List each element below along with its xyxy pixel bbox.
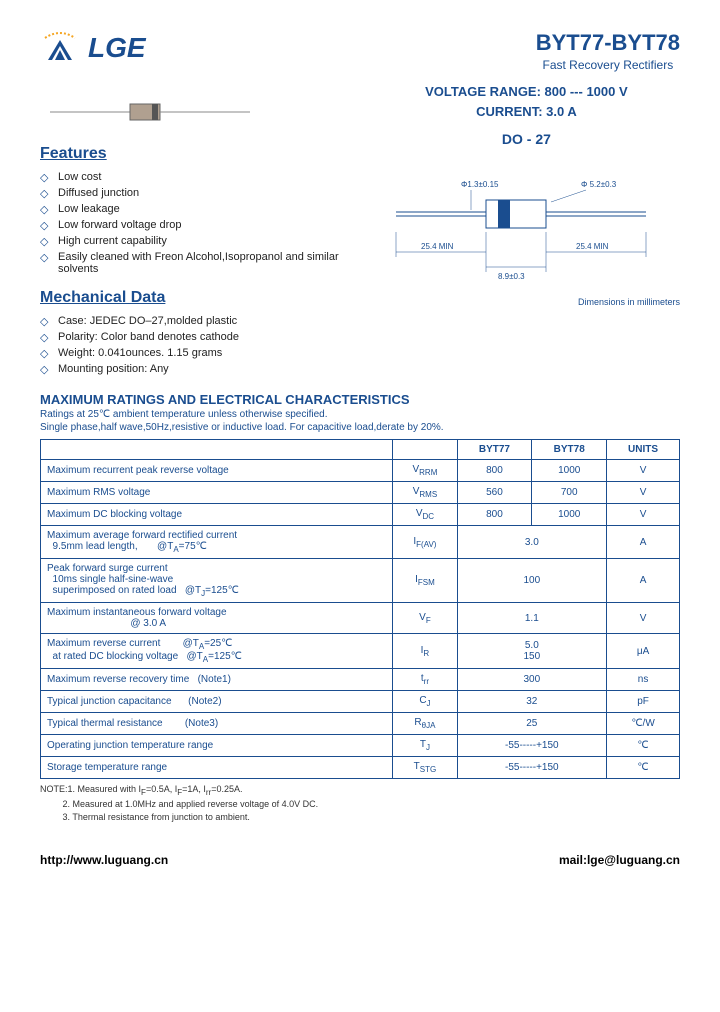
current-spec: CURRENT: 3.0 A: [373, 102, 680, 122]
logo-icon: [40, 30, 80, 65]
voltage-range: VOLTAGE RANGE: 800 --- 1000 V: [373, 82, 680, 102]
ratings-title: MAXIMUM RATINGS AND ELECTRICAL CHARACTER…: [40, 392, 680, 407]
table-row: Maximum average forward rectified curren…: [41, 526, 680, 559]
mech-list: Case: JEDEC DO–27,molded plasticPolarity…: [40, 313, 347, 377]
table-header: UNITS: [607, 440, 680, 460]
table-row: Maximum recurrent peak reverse voltageVR…: [41, 460, 680, 482]
mech-item: Case: JEDEC DO–27,molded plastic: [58, 313, 347, 329]
ratings-sub2: Single phase,half wave,50Hz,resistive or…: [40, 422, 680, 433]
table-notes: NOTE:1. Measured with IF=0.5A, IF=1A, Ir…: [40, 783, 680, 823]
svg-text:25.4 MIN: 25.4 MIN: [576, 242, 609, 251]
feature-item: Low forward voltage drop: [58, 217, 347, 233]
features-list: Low costDiffused junctionLow leakageLow …: [40, 169, 347, 277]
feature-item: Diffused junction: [58, 185, 347, 201]
table-row: Maximum RMS voltageVRMS560700V: [41, 482, 680, 504]
table-row: Maximum reverse recovery time (Note1)trr…: [41, 669, 680, 691]
table-row: Storage temperature rangeTSTG-55-----+15…: [41, 757, 680, 779]
table-row: Maximum instantaneous forward voltage @ …: [41, 603, 680, 634]
component-drawing: [40, 97, 347, 130]
logo-text: LGE: [88, 32, 146, 64]
mech-item: Weight: 0.041ounces. 1.15 grams: [58, 345, 347, 361]
mech-heading: Mechanical Data: [40, 289, 347, 307]
logo: LGE: [40, 30, 146, 65]
footer-mail: mail:lge@luguang.cn: [559, 853, 680, 867]
features-heading: Features: [40, 145, 347, 163]
feature-item: Low cost: [58, 169, 347, 185]
feature-item: Easily cleaned with Freon Alcohol,Isopro…: [58, 249, 347, 277]
table-row: Typical junction capacitance (Note2)CJ32…: [41, 691, 680, 713]
svg-text:8.9±0.3: 8.9±0.3: [498, 272, 525, 281]
svg-text:25.4 MIN: 25.4 MIN: [421, 242, 454, 251]
table-row: Maximum reverse current @TA=25℃ at rated…: [41, 634, 680, 669]
part-title: BYT77-BYT78: [536, 30, 680, 56]
table-header: [41, 440, 393, 460]
table-row: Typical thermal resistance (Note3)RθJA25…: [41, 713, 680, 735]
feature-item: Low leakage: [58, 201, 347, 217]
table-row: Maximum DC blocking voltageVDC8001000V: [41, 504, 680, 526]
dimension-note: Dimensions in millimeters: [373, 297, 680, 307]
ratings-sub1: Ratings at 25℃ ambient temperature unles…: [40, 409, 680, 420]
subtitle: Fast Recovery Rectifiers: [536, 58, 680, 72]
table-row: Peak forward surge current 10ms single h…: [41, 559, 680, 603]
svg-text:Φ 5.2±0.3: Φ 5.2±0.3: [581, 180, 617, 189]
mech-item: Polarity: Color band denotes cathode: [58, 329, 347, 345]
package-type: DO - 27: [373, 131, 680, 147]
table-header: BYT77: [457, 440, 532, 460]
footer-url: http://www.luguang.cn: [40, 853, 168, 867]
package-diagram: Φ1.3±0.15 Φ 5.2±0.3 25.4 MIN 8.9±0.3 25.…: [386, 162, 666, 282]
mech-item: Mounting position: Any: [58, 361, 347, 377]
ratings-table: BYT77BYT78UNITS Maximum recurrent peak r…: [40, 439, 680, 779]
table-header: BYT78: [532, 440, 607, 460]
table-row: Operating junction temperature rangeTJ-5…: [41, 735, 680, 757]
svg-text:Φ1.3±0.15: Φ1.3±0.15: [461, 180, 499, 189]
table-header: [393, 440, 457, 460]
feature-item: High current capability: [58, 233, 347, 249]
